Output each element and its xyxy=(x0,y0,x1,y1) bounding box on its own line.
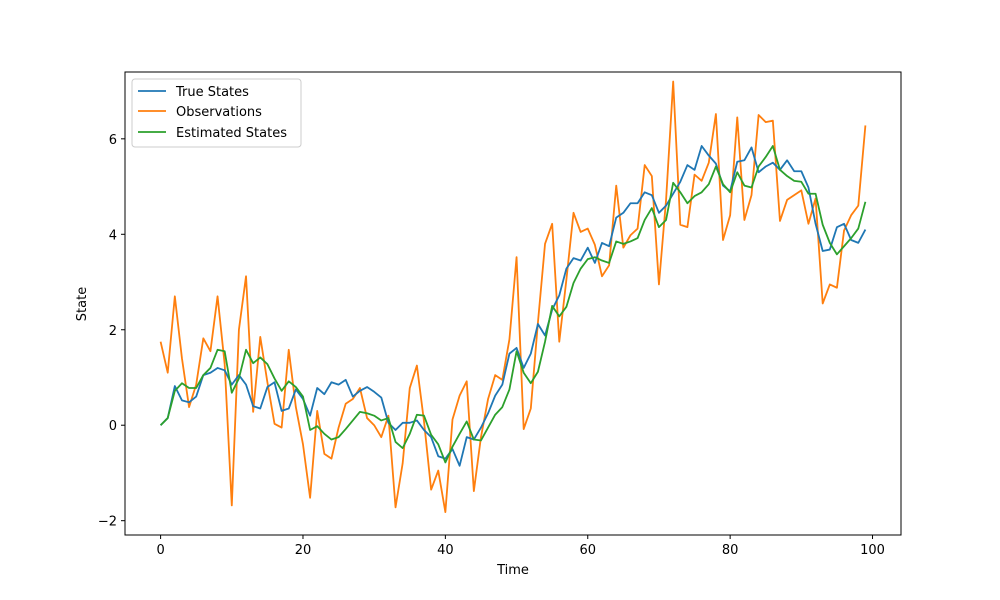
legend-label-estimated-states: Estimated States xyxy=(176,126,287,141)
y-tick-label: 4 xyxy=(109,228,117,243)
x-tick-label: 0 xyxy=(156,543,164,558)
y-tick-label: 6 xyxy=(109,133,117,148)
ticks-layer: 0 20 40 60 80 100 −2 0 2 4 6 xyxy=(98,133,885,558)
y-axis-label: State xyxy=(75,287,90,321)
x-tick-label: 20 xyxy=(295,543,312,558)
legend-label-observations: Observations xyxy=(176,105,262,120)
series-line-true-states xyxy=(159,145,867,467)
series-layer xyxy=(159,80,867,513)
y-tick-label: 0 xyxy=(109,419,117,434)
y-tick-label: 2 xyxy=(109,324,117,339)
x-tick-label: 100 xyxy=(860,543,885,558)
x-tick-label: 40 xyxy=(437,543,454,558)
series-line-estimated-states xyxy=(159,145,867,464)
legend-box xyxy=(131,78,302,148)
legend-label-true-states: True States xyxy=(175,85,249,100)
y-tick-label: −2 xyxy=(98,515,117,530)
x-tick-label: 60 xyxy=(579,543,596,558)
legend: True States Observations Estimated State… xyxy=(131,78,302,148)
series-line-observations xyxy=(159,80,867,513)
x-axis-label: Time xyxy=(496,563,529,578)
plot-frame xyxy=(124,71,902,536)
x-tick-label: 80 xyxy=(722,543,739,558)
